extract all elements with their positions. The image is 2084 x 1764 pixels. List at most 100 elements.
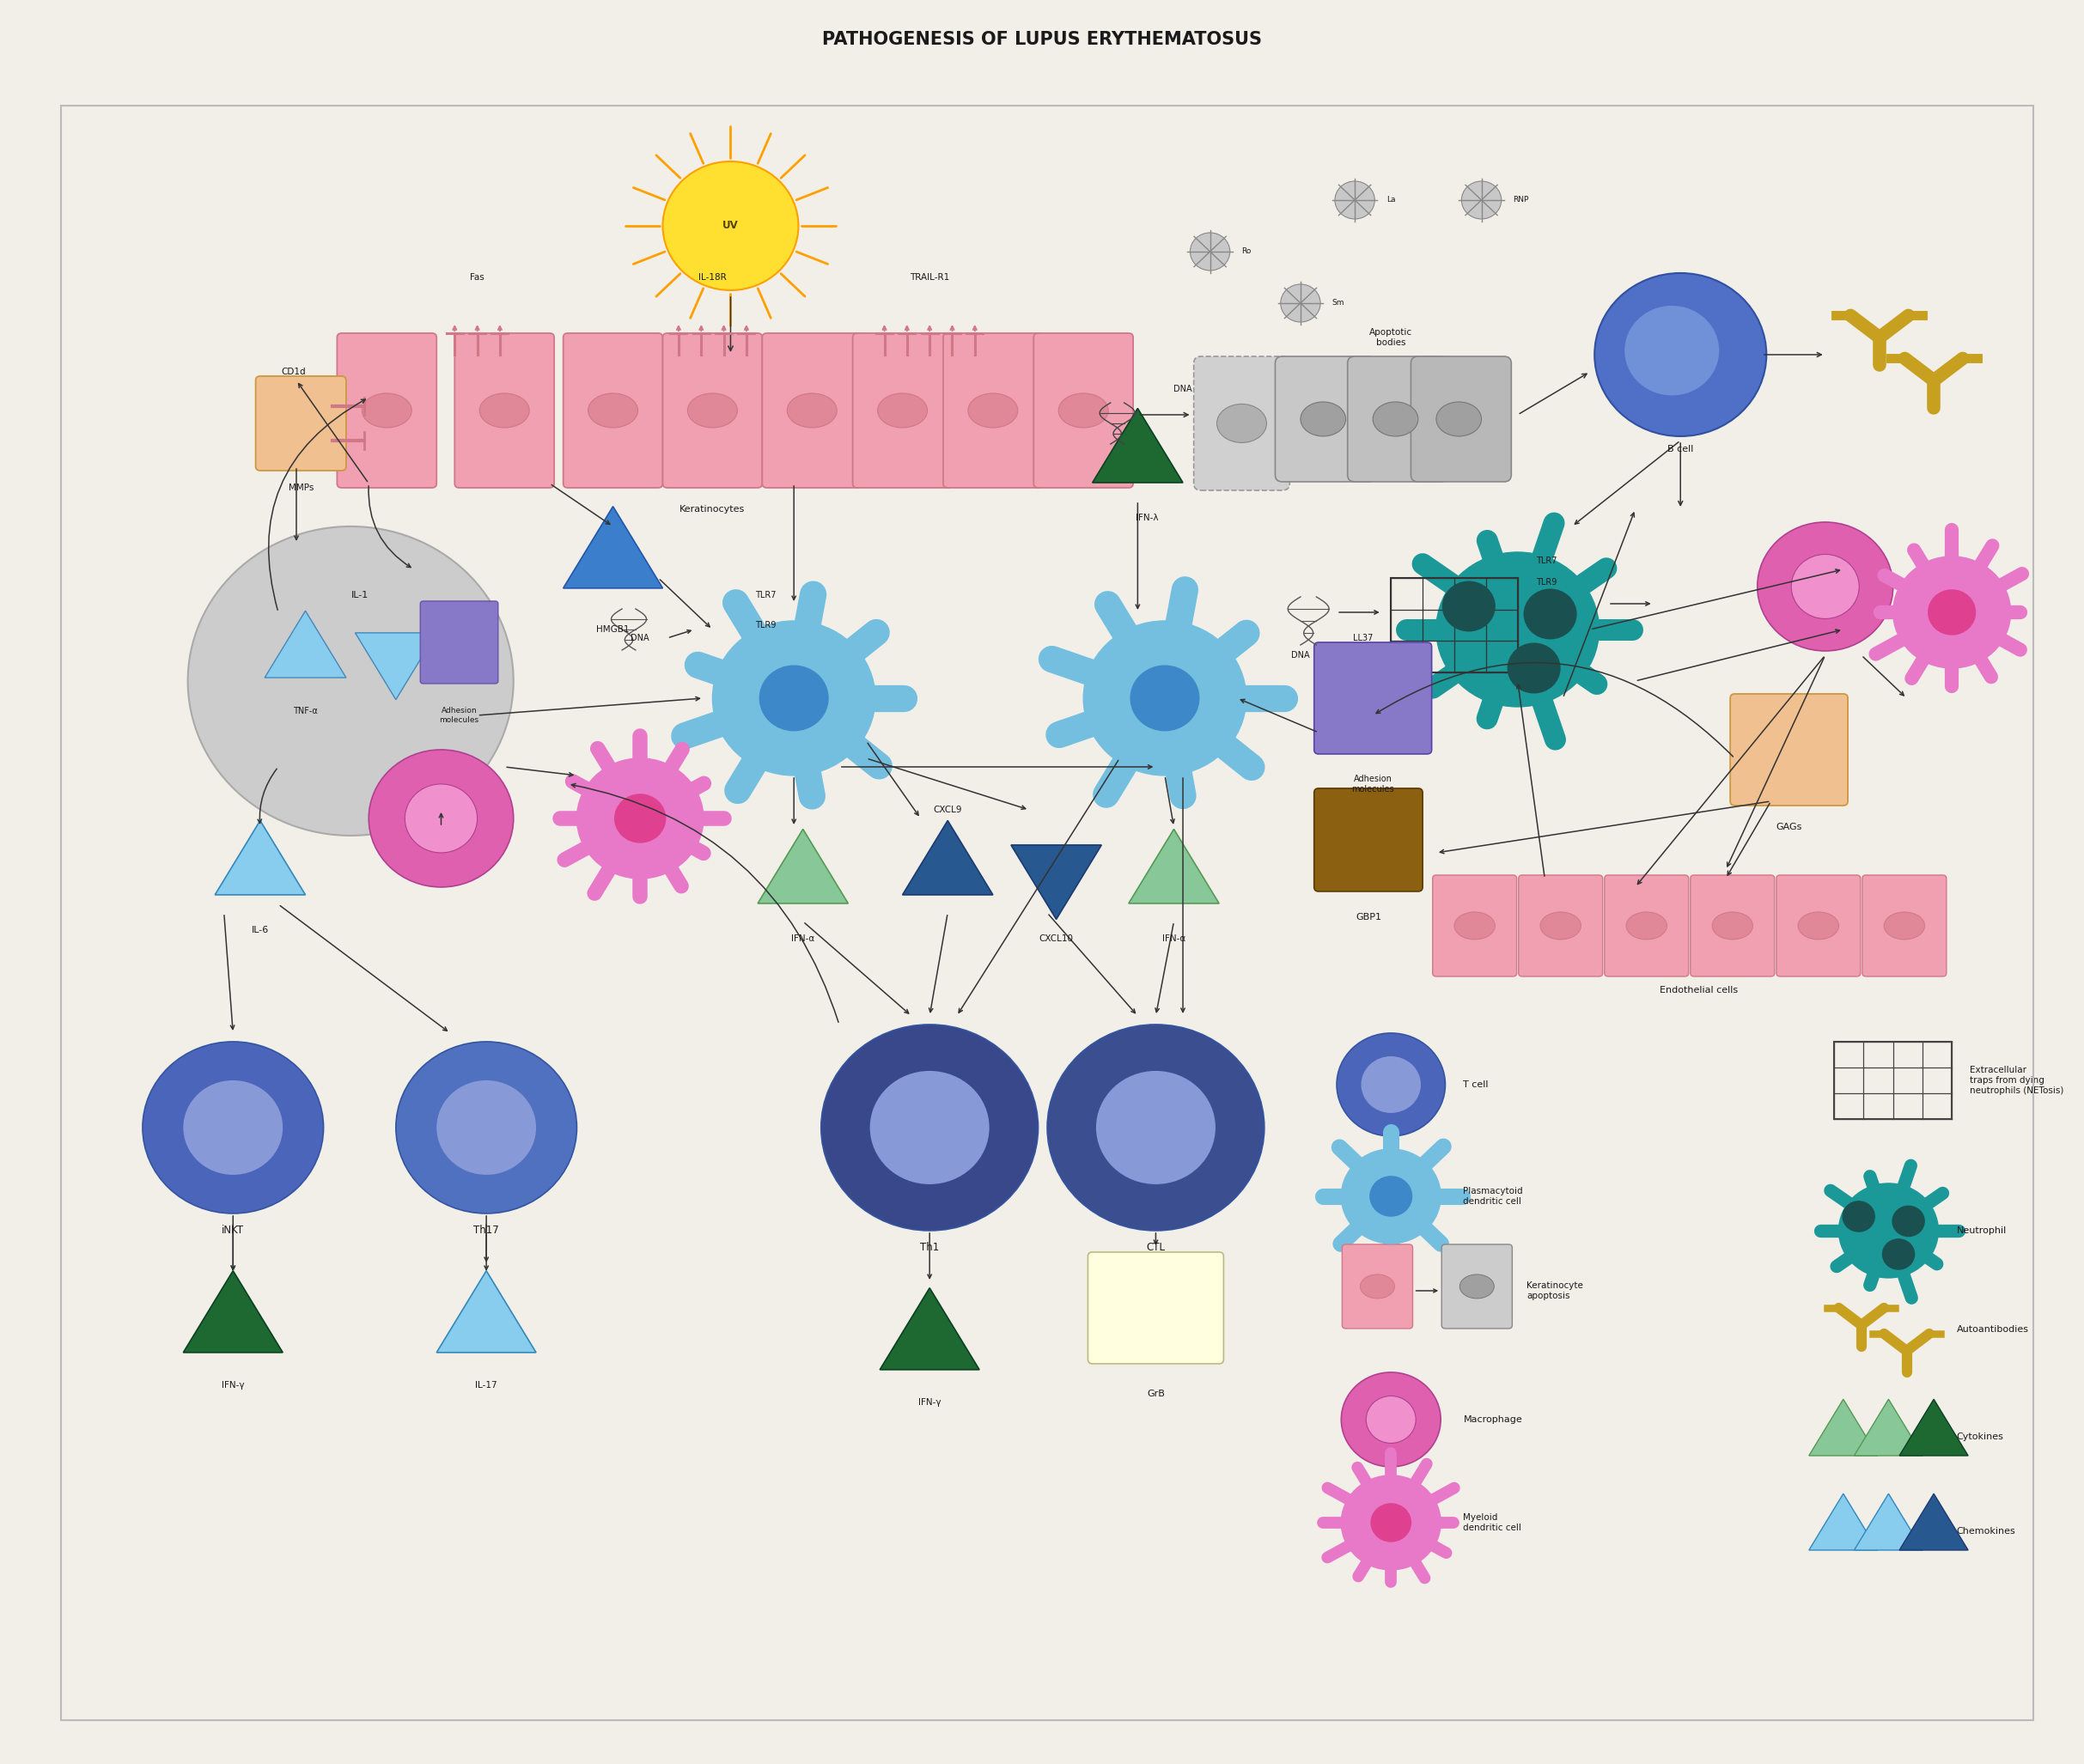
- FancyBboxPatch shape: [1088, 1252, 1223, 1364]
- Circle shape: [436, 1080, 536, 1175]
- FancyBboxPatch shape: [1034, 333, 1134, 489]
- Text: Macrophage: Macrophage: [1463, 1415, 1523, 1424]
- Text: HMGB1: HMGB1: [596, 624, 629, 633]
- Ellipse shape: [1436, 402, 1482, 436]
- Text: TLR9: TLR9: [754, 621, 775, 630]
- Ellipse shape: [479, 393, 529, 427]
- Text: LL37: LL37: [1353, 633, 1373, 642]
- Circle shape: [1369, 1177, 1411, 1215]
- Ellipse shape: [969, 393, 1017, 427]
- Polygon shape: [215, 820, 306, 894]
- FancyBboxPatch shape: [1605, 875, 1688, 977]
- Text: Adhesion
molecules: Adhesion molecules: [440, 707, 479, 723]
- Circle shape: [1882, 1238, 1915, 1270]
- Text: Adhesion
molecules: Adhesion molecules: [1353, 774, 1394, 794]
- Circle shape: [1371, 1503, 1411, 1542]
- Text: IFN-α: IFN-α: [792, 935, 815, 944]
- FancyBboxPatch shape: [421, 602, 498, 684]
- Text: Th17: Th17: [473, 1224, 498, 1237]
- Circle shape: [1842, 1201, 1876, 1231]
- Polygon shape: [1855, 1399, 1924, 1455]
- FancyBboxPatch shape: [763, 333, 863, 489]
- Text: PATHOGENESIS OF LUPUS ERYTHEMATOSUS: PATHOGENESIS OF LUPUS ERYTHEMATOSUS: [821, 32, 1263, 48]
- Circle shape: [663, 162, 798, 291]
- Circle shape: [1342, 1372, 1440, 1468]
- Text: RNP: RNP: [1513, 196, 1530, 205]
- Ellipse shape: [1455, 912, 1494, 940]
- Text: Plasmacytoid
dendritic cell: Plasmacytoid dendritic cell: [1463, 1187, 1523, 1205]
- Circle shape: [1342, 1148, 1440, 1244]
- Text: DNA: DNA: [631, 633, 650, 642]
- Circle shape: [1280, 284, 1321, 323]
- Text: DNA: DNA: [1292, 651, 1311, 660]
- Ellipse shape: [1884, 912, 1926, 940]
- FancyBboxPatch shape: [1194, 356, 1290, 490]
- Text: IFN-α: IFN-α: [1163, 935, 1186, 944]
- Circle shape: [1190, 233, 1230, 270]
- Ellipse shape: [1059, 393, 1109, 427]
- Ellipse shape: [877, 393, 927, 427]
- Text: IFN-λ: IFN-λ: [1136, 513, 1159, 522]
- FancyBboxPatch shape: [1275, 356, 1375, 482]
- Circle shape: [1084, 621, 1246, 776]
- Polygon shape: [265, 610, 346, 677]
- Circle shape: [615, 794, 665, 843]
- Text: Myeloid
dendritic cell: Myeloid dendritic cell: [1463, 1514, 1521, 1531]
- Circle shape: [1792, 554, 1859, 619]
- Ellipse shape: [363, 393, 413, 427]
- FancyBboxPatch shape: [852, 333, 952, 489]
- Polygon shape: [354, 633, 436, 700]
- FancyBboxPatch shape: [1432, 875, 1517, 977]
- Ellipse shape: [1217, 404, 1267, 443]
- Text: Apoptotic
bodies: Apoptotic bodies: [1369, 328, 1413, 348]
- Circle shape: [396, 1043, 577, 1214]
- Text: TLR7: TLR7: [754, 591, 775, 600]
- Text: MMPs: MMPs: [288, 483, 313, 492]
- Polygon shape: [436, 1270, 536, 1353]
- Circle shape: [1096, 1071, 1215, 1184]
- Circle shape: [1757, 522, 1892, 651]
- Circle shape: [1361, 1057, 1421, 1113]
- Circle shape: [1442, 582, 1494, 632]
- Text: Th1: Th1: [919, 1242, 940, 1254]
- Circle shape: [1436, 552, 1598, 707]
- Polygon shape: [902, 820, 992, 894]
- Ellipse shape: [1459, 1274, 1494, 1298]
- Circle shape: [1336, 182, 1375, 219]
- FancyBboxPatch shape: [1348, 356, 1448, 482]
- Text: iNKT: iNKT: [221, 1224, 244, 1237]
- Text: TRAIL-R1: TRAIL-R1: [911, 273, 950, 282]
- Bar: [1834, 1043, 1953, 1118]
- FancyBboxPatch shape: [1411, 356, 1511, 482]
- Text: IL-1: IL-1: [350, 591, 369, 600]
- Text: IL-6: IL-6: [252, 926, 269, 935]
- Ellipse shape: [688, 393, 738, 427]
- FancyBboxPatch shape: [1776, 875, 1861, 977]
- Circle shape: [183, 1080, 283, 1175]
- Text: TNF-α: TNF-α: [294, 707, 317, 716]
- Text: DNA: DNA: [1173, 385, 1192, 393]
- Text: Keratinocytes: Keratinocytes: [679, 505, 746, 513]
- FancyBboxPatch shape: [944, 333, 1042, 489]
- Text: GrB: GrB: [1146, 1390, 1165, 1399]
- Circle shape: [1892, 556, 2011, 669]
- Text: Neutrophil: Neutrophil: [1957, 1226, 2007, 1235]
- FancyBboxPatch shape: [1863, 875, 1946, 977]
- Circle shape: [1838, 1184, 1938, 1277]
- Text: Chemokines: Chemokines: [1957, 1528, 2015, 1535]
- Ellipse shape: [1798, 912, 1838, 940]
- Circle shape: [404, 783, 477, 852]
- Ellipse shape: [1373, 402, 1417, 436]
- Circle shape: [1132, 665, 1198, 730]
- Ellipse shape: [1713, 912, 1753, 940]
- Text: GAGs: GAGs: [1776, 822, 1803, 831]
- Text: IL-18R: IL-18R: [698, 273, 727, 282]
- FancyBboxPatch shape: [1730, 693, 1849, 806]
- Circle shape: [369, 750, 513, 887]
- Circle shape: [1892, 1207, 1924, 1237]
- Circle shape: [1594, 273, 1767, 436]
- Ellipse shape: [788, 393, 838, 427]
- Polygon shape: [879, 1288, 979, 1369]
- FancyBboxPatch shape: [1315, 642, 1432, 753]
- Text: CD1d: CD1d: [281, 367, 306, 376]
